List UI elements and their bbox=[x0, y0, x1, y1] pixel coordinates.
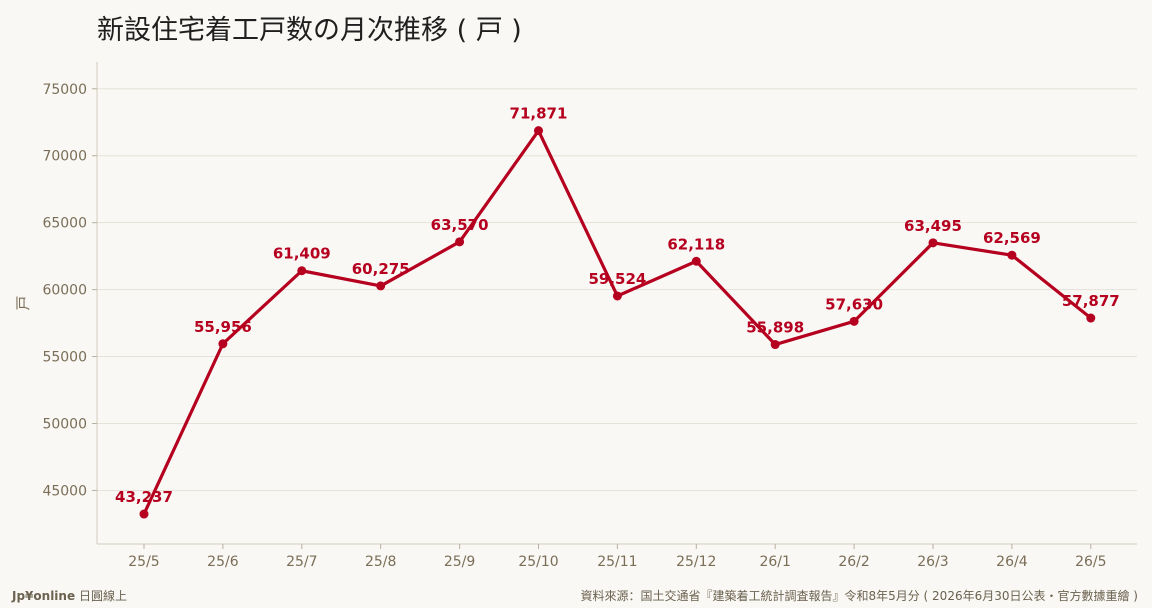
x-tick-label: 26/2 bbox=[838, 554, 869, 570]
data-label: 71,871 bbox=[510, 105, 568, 123]
series-line bbox=[142, 129, 1092, 515]
series-points bbox=[139, 126, 1096, 519]
data-point bbox=[218, 339, 228, 349]
data-point bbox=[534, 126, 543, 136]
data-label: 59,524 bbox=[588, 270, 646, 288]
y-tick-label: 50000 bbox=[42, 417, 87, 433]
footer-brand: Jp¥online 日圓線上 bbox=[12, 587, 127, 604]
data-point bbox=[455, 237, 465, 247]
data-label: 63,495 bbox=[904, 217, 962, 235]
source-note: 資料來源：国土交通省『建築着工統計調査報告』令和8年5月分 ( 2026年6月3… bbox=[580, 589, 1138, 603]
x-tick-label: 25/11 bbox=[597, 554, 637, 570]
data-labels: 43,237 55,956 61,409 60,275 63,570 71,871 59,5… bbox=[115, 105, 1120, 506]
data-point bbox=[849, 316, 859, 326]
x-tick-label: 26/1 bbox=[759, 554, 790, 570]
x-tick-label: 25/9 bbox=[444, 554, 475, 570]
data-label: 60,275 bbox=[352, 260, 410, 278]
data-label: 61,409 bbox=[273, 245, 331, 263]
data-label: 43,237 bbox=[115, 488, 173, 506]
chart-title: 新設住宅着工戸数の月次推移 ( 戸 ) bbox=[97, 15, 522, 46]
y-axis-label: 戸 bbox=[14, 295, 32, 310]
y-tick-label: 75000 bbox=[42, 82, 87, 98]
y-tick-labels: 45000 50000 55000 60000 65000 70000 75000 bbox=[42, 82, 97, 499]
y-tick-label: 70000 bbox=[42, 149, 87, 165]
brand-name: Jp¥online bbox=[12, 589, 76, 603]
data-point bbox=[139, 509, 149, 519]
x-tick-label: 25/7 bbox=[286, 554, 317, 570]
data-label: 57,877 bbox=[1062, 292, 1120, 310]
x-tick-label: 25/12 bbox=[676, 554, 716, 570]
x-tick-labels: 25/5 25/6 25/7 25/8 25/9 25/10 25/11 25/12 26/1 2… bbox=[128, 544, 1107, 570]
data-label: 55,898 bbox=[746, 319, 804, 337]
data-point bbox=[1007, 250, 1017, 260]
x-tick-label: 25/8 bbox=[365, 554, 396, 570]
data-point bbox=[297, 266, 307, 276]
data-label: 57,630 bbox=[825, 295, 883, 313]
data-label: 62,118 bbox=[667, 235, 725, 253]
x-tick-label: 26/4 bbox=[996, 554, 1028, 570]
grid-lines bbox=[97, 88, 1137, 491]
data-label: 55,956 bbox=[194, 318, 252, 336]
y-tick-label: 60000 bbox=[42, 283, 87, 299]
data-point bbox=[376, 281, 386, 291]
data-point bbox=[612, 291, 622, 301]
x-tick-label: 26/3 bbox=[917, 554, 948, 570]
y-tick-label: 45000 bbox=[42, 483, 87, 499]
data-point bbox=[770, 340, 780, 350]
x-tick-label: 26/5 bbox=[1075, 554, 1106, 570]
y-tick-label: 55000 bbox=[42, 350, 87, 366]
x-tick-label: 25/10 bbox=[518, 554, 558, 570]
x-tick-label: 25/6 bbox=[207, 554, 239, 570]
x-tick-label: 25/5 bbox=[128, 554, 159, 570]
data-point bbox=[928, 238, 938, 248]
data-point bbox=[691, 256, 701, 266]
data-label: 63,570 bbox=[431, 216, 489, 234]
series-line-path bbox=[142, 129, 1092, 515]
data-point bbox=[1086, 313, 1096, 323]
data-label: 62,569 bbox=[983, 229, 1041, 247]
y-tick-label: 65000 bbox=[42, 216, 87, 232]
brand-suffix: 日圓線上 bbox=[78, 589, 127, 603]
